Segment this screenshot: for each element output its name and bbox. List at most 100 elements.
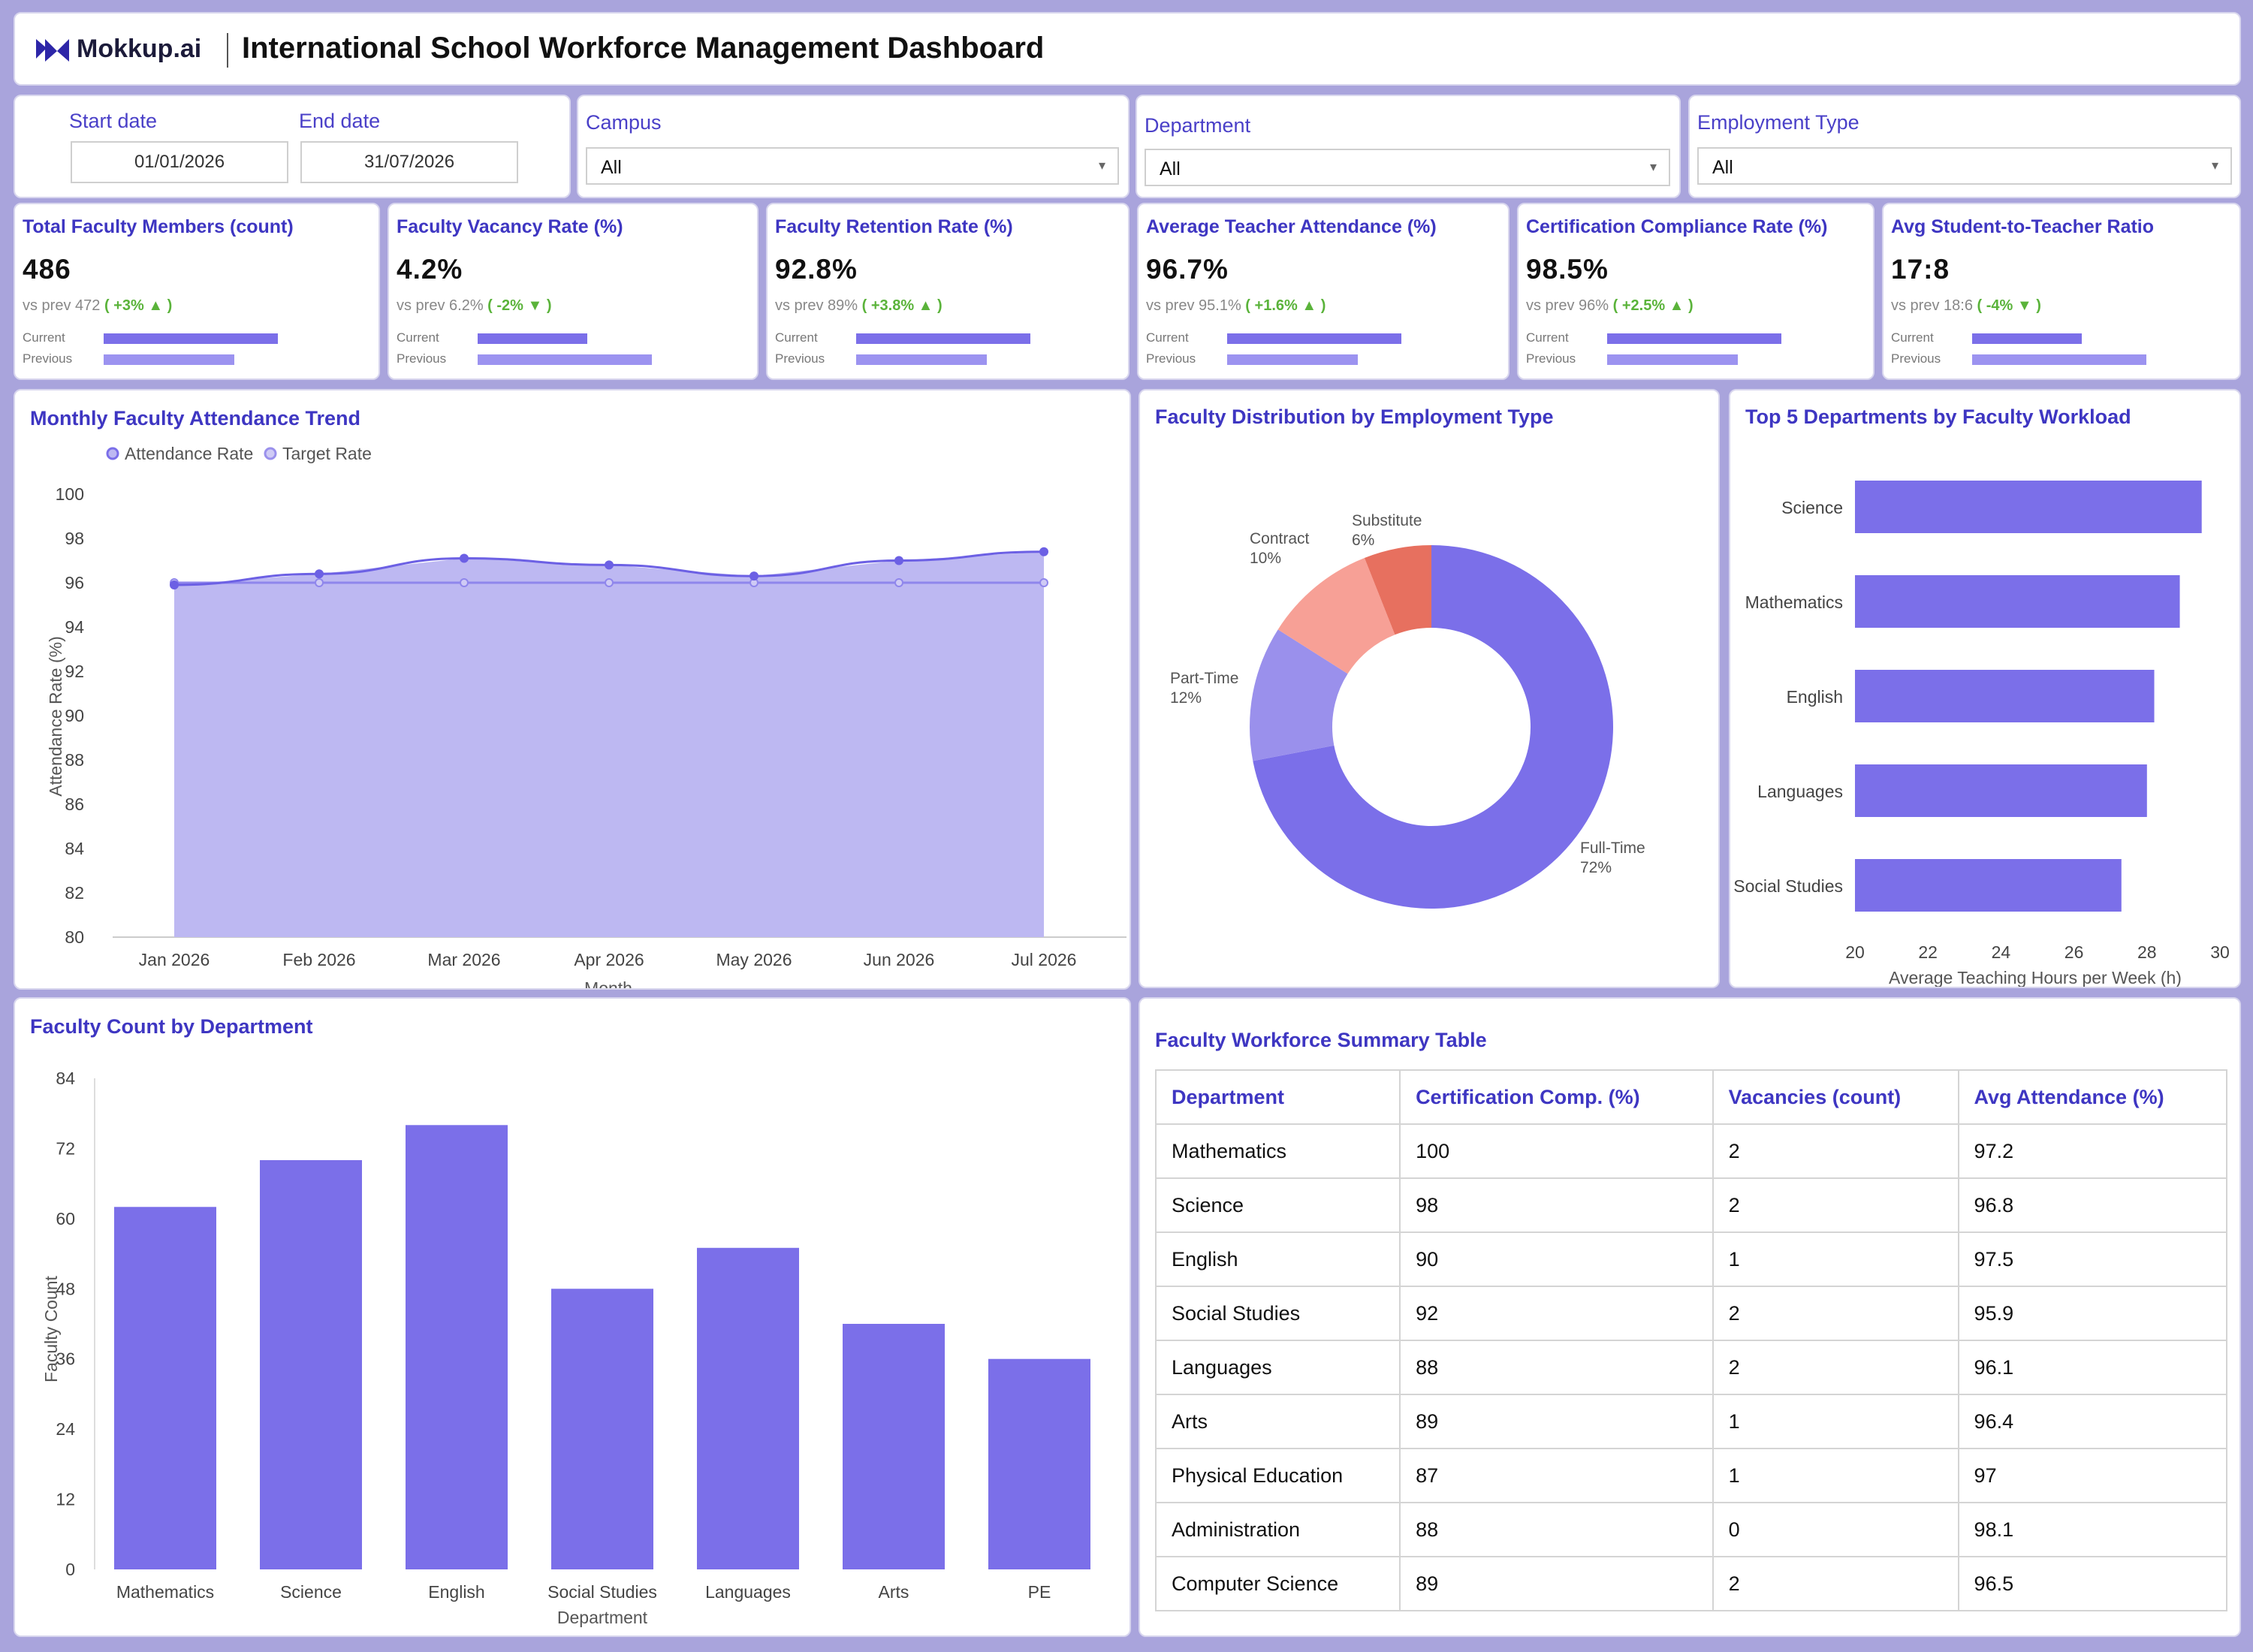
table-cell: 1 xyxy=(1712,1231,1959,1287)
faculty-count-bar[interactable] xyxy=(406,1125,508,1569)
kpi-delta: ( +3.8% ▲ ) xyxy=(861,297,943,314)
target-point[interactable] xyxy=(315,578,324,587)
x-tick-label: 22 xyxy=(1918,942,1938,962)
legend-target-marker xyxy=(264,447,277,460)
pie-slice-part-time[interactable] xyxy=(1250,629,1348,761)
attendance-point[interactable] xyxy=(1039,547,1048,556)
end-date-label: End date xyxy=(299,110,381,132)
workload-bar[interactable] xyxy=(1855,575,2180,628)
y-tick-label: 98 xyxy=(65,529,84,548)
x-axis-title: Month xyxy=(584,978,632,990)
kpi-value: 486 xyxy=(23,254,71,285)
workload-bar[interactable] xyxy=(1855,670,2155,722)
table-row: Mathematics 100 2 97.2 xyxy=(1154,1123,2228,1179)
attendance-point[interactable] xyxy=(749,571,759,581)
workload-bar[interactable] xyxy=(1855,859,2122,912)
campus-filter-card: Campus All ▾ xyxy=(577,95,1130,198)
attendance-trend-chart: Attendance Rate Target Rate 80 82 84 86 88 90 92… xyxy=(46,444,1126,990)
x-axis-title: Department xyxy=(557,1608,648,1627)
y-tick-label: 12 xyxy=(56,1490,75,1509)
slice-name-label: Contract xyxy=(1250,530,1310,547)
y-tick-label: 82 xyxy=(65,883,84,903)
attendance-point[interactable] xyxy=(460,553,469,563)
table-cell: English xyxy=(1154,1231,1401,1287)
legend-attendance-marker xyxy=(106,447,119,460)
kpi-previous-bar xyxy=(1607,354,1738,365)
column-header[interactable]: Vacancies (count) xyxy=(1712,1069,1959,1125)
kpi-previous-value: vs prev 472 xyxy=(23,297,101,314)
x-tick-label: Jun 2026 xyxy=(864,950,935,969)
kpi-previous-bar xyxy=(1972,354,2146,365)
attendance-point[interactable] xyxy=(315,569,324,579)
department-select[interactable]: All ▾ xyxy=(1145,149,1670,186)
page-title: International School Workforce Managemen… xyxy=(242,32,1045,65)
faculty-count-card: Faculty Count by Department 0 12 24 36 48 60 7… xyxy=(14,997,1131,1637)
table-cell: 98 xyxy=(1399,1177,1714,1233)
table-row: Arts 89 1 96.4 xyxy=(1154,1394,2228,1449)
kpi-current-label: Current xyxy=(1526,330,1569,345)
target-point[interactable] xyxy=(1039,578,1048,587)
y-tick-label: 94 xyxy=(65,617,84,637)
kpi-comparison: vs prev 96% ( +2.5% ▲ ) xyxy=(1526,297,1694,315)
kpi-value: 92.8% xyxy=(775,254,858,285)
faculty-count-bar[interactable] xyxy=(114,1207,216,1569)
faculty-count-title: Faculty Count by Department xyxy=(30,1015,313,1038)
kpi-delta: ( +2.5% ▲ ) xyxy=(1612,297,1694,314)
faculty-count-bar[interactable] xyxy=(260,1160,362,1569)
kpi-delta: ( +1.6% ▲ ) xyxy=(1245,297,1326,314)
table-row: Languages 88 2 96.1 xyxy=(1154,1340,2228,1395)
faculty-count-bar[interactable] xyxy=(551,1289,653,1569)
column-header[interactable]: Department xyxy=(1154,1069,1401,1125)
employment-type-select[interactable]: All ▾ xyxy=(1697,147,2232,185)
faculty-count-bar[interactable] xyxy=(988,1358,1090,1569)
legend-attendance-label: Attendance Rate xyxy=(125,444,253,463)
slice-value-label: 72% xyxy=(1580,859,1612,876)
workload-bar[interactable] xyxy=(1855,764,2147,817)
kpi-previous-value: vs prev 18:6 xyxy=(1891,297,1973,314)
campus-select[interactable]: All ▾ xyxy=(586,147,1119,185)
faculty-count-bar[interactable] xyxy=(697,1247,799,1569)
attendance-point[interactable] xyxy=(605,560,614,570)
kpi-previous-value: vs prev 95.1% xyxy=(1146,297,1241,314)
table-row: Computer Science 89 2 96.5 xyxy=(1154,1556,2228,1611)
column-header[interactable]: Avg Attendance (%) xyxy=(1957,1069,2228,1125)
category-label: Social Studies xyxy=(1733,876,1843,896)
pie-slice-contract[interactable] xyxy=(1277,557,1395,674)
kpi-previous-label: Previous xyxy=(23,351,73,366)
x-tick-label: Jan 2026 xyxy=(139,950,210,969)
employment-type-label: Employment Type xyxy=(1697,111,1859,134)
kpi-current-label: Current xyxy=(1146,330,1189,345)
target-point[interactable] xyxy=(605,578,614,587)
table-cell: 89 xyxy=(1399,1556,1714,1611)
table-cell: 87 xyxy=(1399,1448,1714,1503)
faculty-count-bar[interactable] xyxy=(843,1324,945,1569)
attendance-point[interactable] xyxy=(170,580,179,589)
y-tick-label: 84 xyxy=(65,839,84,858)
end-date-input[interactable]: 31/07/2026 xyxy=(300,141,518,183)
attendance-point[interactable] xyxy=(894,556,903,565)
workload-bar[interactable] xyxy=(1855,481,2202,533)
workload-card: Top 5 Departments by Faculty Workload Sc… xyxy=(1729,389,2241,988)
start-date-input[interactable]: 01/01/2026 xyxy=(71,141,288,183)
pie-slice-substitute[interactable] xyxy=(1364,545,1431,635)
employment-distribution-card: Faculty Distribution by Employment Type … xyxy=(1139,389,1720,988)
target-point[interactable] xyxy=(894,578,903,587)
y-tick-label: 84 xyxy=(56,1069,75,1088)
slice-name-label: Full-Time xyxy=(1580,840,1645,857)
x-axis-title: Average Teaching Hours per Week (h) xyxy=(1889,968,2182,987)
pie-slice-full-time[interactable] xyxy=(1253,545,1613,909)
y-tick-label: 96 xyxy=(65,573,84,592)
x-tick-label: Feb 2026 xyxy=(282,950,355,969)
kpi-previous-label: Previous xyxy=(1891,351,1941,366)
table-cell: 89 xyxy=(1399,1394,1714,1449)
kpi-title: Total Faculty Members (count) xyxy=(23,216,294,237)
campus-selected-value: All xyxy=(601,157,622,178)
target-point[interactable] xyxy=(460,578,469,587)
kpi-current-bar xyxy=(104,333,278,344)
slice-value-label: 12% xyxy=(1170,689,1202,707)
kpi-comparison: vs prev 95.1% ( +1.6% ▲ ) xyxy=(1146,297,1326,315)
kpi-previous-label: Previous xyxy=(1526,351,1576,366)
employment-filter-card: Employment Type All ▾ xyxy=(1688,95,2241,198)
column-header[interactable]: Certification Comp. (%) xyxy=(1399,1069,1714,1125)
chevron-down-icon: ▾ xyxy=(1098,158,1105,173)
